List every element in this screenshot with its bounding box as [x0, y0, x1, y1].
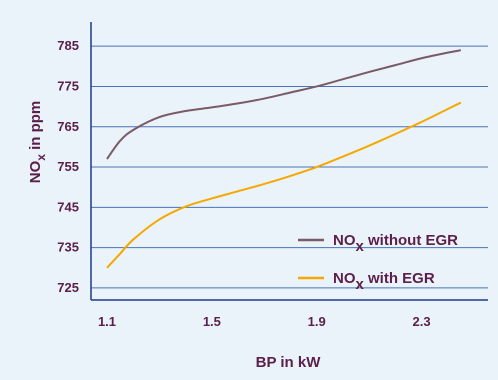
- series-lines: [106, 49, 462, 269]
- y-tick-label-785: 785: [57, 38, 79, 53]
- legend-label-rest: without EGR: [364, 232, 458, 249]
- y-tick-labels: 785 775 765 755 745 735 725: [57, 38, 79, 295]
- series-line-with-egr: [106, 101, 462, 269]
- x-tick-label-1.9: 1.9: [308, 314, 326, 329]
- x-tick-labels: 1.1 1.5 1.9 2.3: [98, 314, 431, 329]
- y-axis-title-rest: in ppm: [27, 101, 44, 154]
- legend-label-main: NO: [333, 232, 356, 249]
- legend-label-sub: x: [356, 276, 365, 293]
- y-tick-label-745: 745: [57, 199, 79, 214]
- y-tick-label-775: 775: [57, 78, 79, 93]
- x-axis-title: BP in kW: [256, 354, 322, 371]
- y-tick-label-725: 725: [57, 280, 79, 295]
- y-axis-title-main: NO: [27, 160, 44, 183]
- y-tick-label-735: 735: [57, 240, 79, 255]
- y-tick-label-765: 765: [57, 119, 79, 134]
- y-axis-title: NOx in ppm: [27, 101, 48, 184]
- legend-label-rest: with EGR: [364, 270, 435, 287]
- legend-entry-with-egr: NOx with EGR: [298, 270, 435, 293]
- x-tick-label-1.5: 1.5: [203, 314, 221, 329]
- x-tick-label-1.1: 1.1: [98, 314, 116, 329]
- x-tick-label-2.3: 2.3: [413, 314, 431, 329]
- legend-label-sub: x: [356, 238, 365, 255]
- y-tick-label-755: 755: [57, 159, 79, 174]
- grid-lines: [91, 45, 488, 289]
- legend: NOx without EGR NOx with EGR: [298, 232, 458, 293]
- legend-label-without-egr: NOx without EGR: [333, 232, 458, 255]
- series-line-without-egr: [106, 49, 462, 160]
- legend-label-main: NO: [333, 270, 356, 287]
- legend-entry-without-egr: NOx without EGR: [298, 232, 458, 255]
- y-axis-title-sub: x: [34, 154, 48, 161]
- legend-label-with-egr: NOx with EGR: [333, 270, 435, 293]
